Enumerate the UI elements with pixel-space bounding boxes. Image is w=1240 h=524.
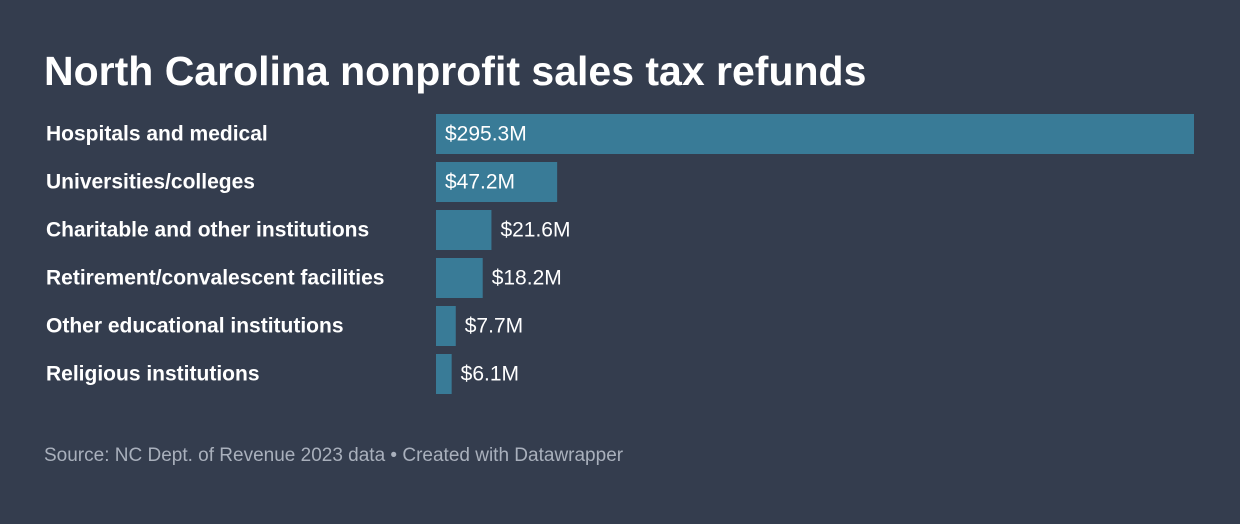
value-label-universities-colleges: $47.2M	[445, 171, 515, 194]
bar-retirement-convalescent-facilities	[436, 258, 483, 298]
value-label-religious-institutions: $6.1M	[461, 363, 519, 386]
category-label-other-educational-institutions: Other educational institutions	[46, 315, 344, 338]
category-label-hospitals-and-medical: Hospitals and medical	[46, 123, 268, 146]
category-label-universities-colleges: Universities/colleges	[46, 171, 255, 194]
bar-other-educational-institutions	[436, 306, 456, 346]
bar-hospitals-and-medical	[436, 114, 1194, 154]
value-label-hospitals-and-medical: $295.3M	[445, 123, 527, 146]
category-label-retirement-convalescent-facilities: Retirement/convalescent facilities	[46, 267, 384, 290]
chart-title: North Carolina nonprofit sales tax refun…	[44, 48, 867, 94]
value-label-retirement-convalescent-facilities: $18.2M	[492, 267, 562, 290]
value-label-charitable-and-other-institutions: $21.6M	[500, 219, 570, 242]
category-label-charitable-and-other-institutions: Charitable and other institutions	[46, 219, 369, 242]
bar-charitable-and-other-institutions	[436, 210, 492, 250]
value-label-other-educational-institutions: $7.7M	[465, 315, 523, 338]
bar-universities-colleges	[436, 162, 558, 202]
category-label-religious-institutions: Religious institutions	[46, 363, 260, 386]
bar-religious-institutions	[436, 354, 452, 394]
source-note: Source: NC Dept. of Revenue 2023 data • …	[44, 445, 624, 466]
